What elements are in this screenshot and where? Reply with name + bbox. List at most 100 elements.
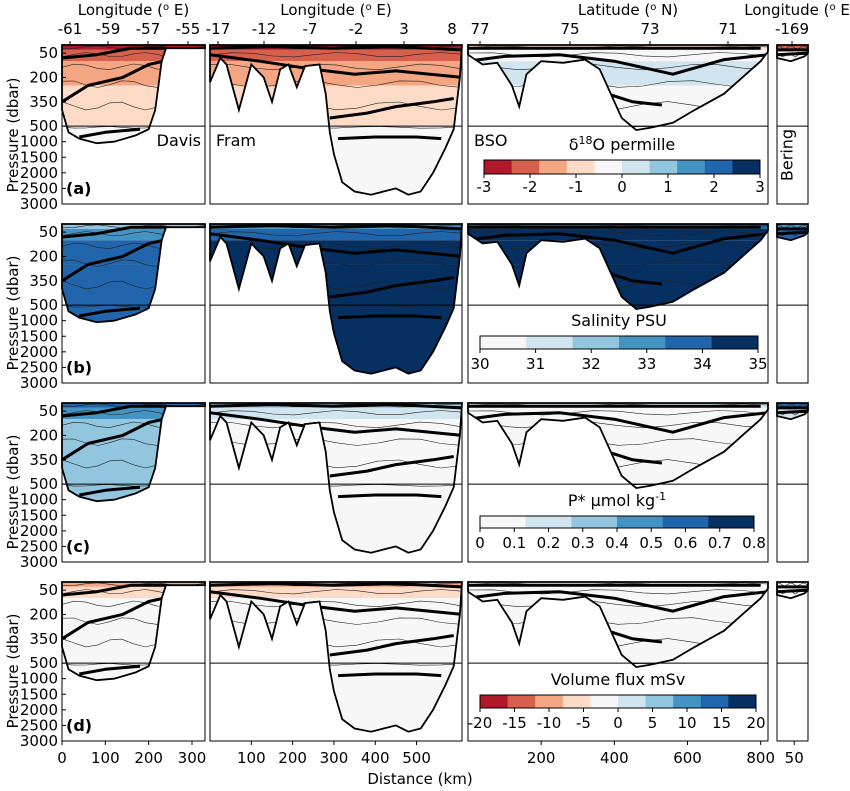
isopycnal-line xyxy=(79,485,141,497)
colorbar-swatch xyxy=(700,695,729,708)
bathymetry-outline xyxy=(467,402,769,490)
colorbar-tick-label: 5 xyxy=(648,714,658,732)
title-part: Longitude ( xyxy=(78,1,163,19)
y-tick-label: 50 xyxy=(39,402,58,420)
section-bering xyxy=(776,402,809,563)
colorbar-swatch xyxy=(572,336,620,349)
bathymetry-outline xyxy=(209,44,463,196)
colorbar-tick-label: 1 xyxy=(663,178,673,196)
contour-line xyxy=(777,80,808,87)
contour-band xyxy=(210,264,462,306)
isopycnal-line xyxy=(777,51,808,57)
contour-band xyxy=(777,265,808,306)
contour-band xyxy=(210,228,462,241)
contour-line xyxy=(468,663,768,666)
isopycnal-line xyxy=(210,53,462,79)
contour-line xyxy=(777,484,808,486)
bathymetry-outline xyxy=(209,402,463,554)
colorbar-title: Volume flux mSv xyxy=(551,670,686,689)
colorbar-swatch xyxy=(526,336,574,349)
colorbar-swatch xyxy=(511,160,540,174)
contour-band xyxy=(210,443,462,485)
title-part: P* µmol kg xyxy=(568,491,655,510)
contour-line xyxy=(210,589,462,595)
title-part: E) xyxy=(372,1,392,19)
contour-band xyxy=(468,85,768,127)
contour-band xyxy=(62,443,205,485)
y-tick-label: 1000 xyxy=(20,133,58,151)
contour-line xyxy=(468,600,768,608)
y-axis-label: Pressure (dbar) xyxy=(4,614,22,729)
top-tick-label: -2 xyxy=(349,20,364,38)
section-fram xyxy=(209,581,463,742)
section-fram: Fram xyxy=(209,44,463,205)
isopycnal-line xyxy=(606,92,663,107)
top-axis-bering: Longitude (o E)-169 xyxy=(744,1,850,45)
contour-line xyxy=(777,617,808,624)
axes-frame xyxy=(467,44,769,205)
colorbar-tick-label: -10 xyxy=(537,714,562,732)
axes-frame xyxy=(209,44,463,205)
axes-frame xyxy=(776,402,809,563)
contour-band xyxy=(468,586,768,599)
contour-band xyxy=(62,622,205,664)
bottom-axes-layer: 0 100 200 300 100 200 300 400 500 200 400 600 800 50 xyxy=(57,741,804,767)
colorbar-swatch xyxy=(673,695,702,708)
isopycnal-line xyxy=(606,450,663,465)
axes-frame xyxy=(467,402,769,563)
colorbar-swatch xyxy=(594,160,623,174)
x-tick-label: 200 xyxy=(134,749,163,767)
panel-tag: (b) xyxy=(66,358,92,377)
bathymetry-outline xyxy=(61,44,206,145)
section-label: Davis xyxy=(157,131,201,150)
colorbar-swatch xyxy=(677,160,706,174)
y-tick-label: 50 xyxy=(39,44,58,62)
title-superscript: o xyxy=(830,2,836,13)
contour-band xyxy=(777,623,808,664)
colorbar-swatch xyxy=(662,516,709,528)
section-label: Bering xyxy=(778,129,797,181)
isopycnal-line xyxy=(338,135,442,141)
y-tick-label: 350 xyxy=(29,630,58,648)
y-axis-label: Pressure (dbar) xyxy=(4,78,22,193)
colorbar-swatch xyxy=(622,160,651,174)
contour-band xyxy=(777,240,808,264)
contour-band xyxy=(62,407,205,420)
y-tick-label: 3000 xyxy=(20,732,58,750)
water-fill xyxy=(210,403,462,553)
top-tick-label: 8 xyxy=(447,20,457,38)
contour-band xyxy=(468,419,768,444)
contour-band xyxy=(777,224,808,229)
contour-line xyxy=(777,102,808,110)
colorbar-swatch xyxy=(711,336,759,349)
isopycnal-line xyxy=(468,590,768,613)
colorbar-swatch xyxy=(480,695,509,708)
isopycnal-line xyxy=(777,230,808,236)
y-tick-label: 350 xyxy=(29,93,58,111)
panel-tag: (a) xyxy=(66,179,91,198)
axes-frame xyxy=(776,581,809,742)
contour-band xyxy=(777,598,808,622)
colorbar-swatch xyxy=(535,695,564,708)
colorbar-tick-label: 30 xyxy=(470,355,489,373)
top-tick-label: -12 xyxy=(252,20,277,38)
isopycnal-line xyxy=(210,45,462,52)
top-tick-label: 75 xyxy=(560,20,579,38)
y-tick-label: 200 xyxy=(29,426,58,444)
colorbar-tick-label: 34 xyxy=(693,355,712,373)
colorbar-tick-label: -1 xyxy=(569,178,584,196)
contour-line xyxy=(210,52,462,58)
top-axis-bso: Latitude (o N) 77 75 73 71 xyxy=(470,1,738,45)
contour-band xyxy=(210,85,462,127)
isopycnal-line xyxy=(329,276,454,299)
isopycnal-line xyxy=(79,127,141,139)
colorbar-tick-label: 32 xyxy=(582,355,601,373)
colorbar-swatch xyxy=(566,160,595,174)
colorbar-swatch xyxy=(728,695,757,708)
contour-band xyxy=(210,586,462,599)
title-superscript: o xyxy=(163,2,169,13)
y-tick-label: 2500 xyxy=(20,179,58,197)
y-tick-label: 200 xyxy=(29,68,58,86)
colorbar-tick-label: 0.3 xyxy=(571,534,595,552)
y-tick-label: 500 xyxy=(29,117,58,135)
